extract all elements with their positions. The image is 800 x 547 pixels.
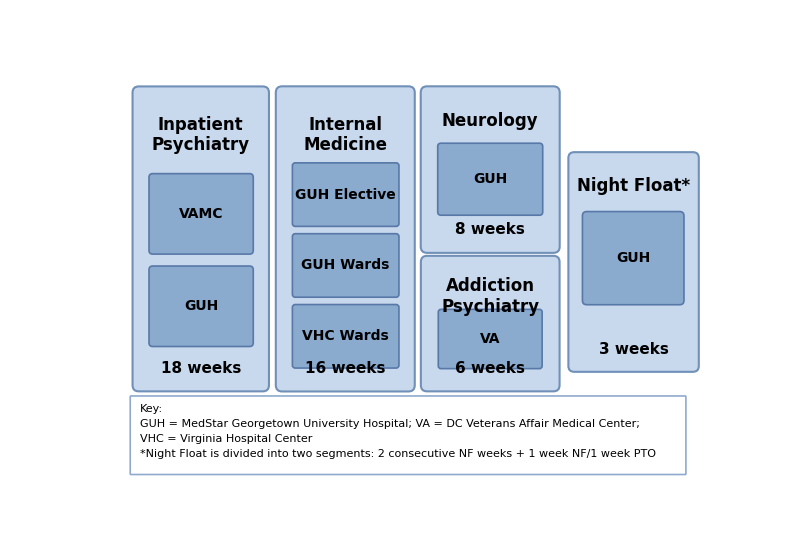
FancyBboxPatch shape: [292, 163, 399, 226]
Text: 6 weeks: 6 weeks: [455, 361, 526, 376]
Text: 18 weeks: 18 weeks: [161, 361, 241, 376]
Text: VA: VA: [480, 332, 501, 346]
FancyBboxPatch shape: [438, 143, 542, 215]
FancyBboxPatch shape: [292, 305, 399, 368]
FancyBboxPatch shape: [133, 86, 269, 391]
FancyBboxPatch shape: [130, 396, 686, 474]
Text: GUH: GUH: [184, 299, 218, 313]
FancyBboxPatch shape: [292, 234, 399, 297]
Text: VAMC: VAMC: [179, 207, 223, 221]
FancyBboxPatch shape: [276, 86, 414, 392]
FancyBboxPatch shape: [149, 266, 254, 346]
FancyBboxPatch shape: [421, 86, 560, 253]
Text: Neurology: Neurology: [442, 112, 538, 130]
Text: Internal
Medicine: Internal Medicine: [303, 115, 387, 154]
Text: 16 weeks: 16 weeks: [305, 361, 386, 376]
FancyBboxPatch shape: [582, 212, 684, 305]
Text: 8 weeks: 8 weeks: [455, 222, 525, 237]
FancyBboxPatch shape: [421, 256, 559, 391]
Text: 3 weeks: 3 weeks: [598, 342, 669, 357]
Text: VHC Wards: VHC Wards: [302, 329, 389, 344]
FancyBboxPatch shape: [438, 310, 542, 369]
Text: GUH: GUH: [473, 172, 507, 186]
Text: Night Float*: Night Float*: [577, 177, 690, 195]
Text: GUH Wards: GUH Wards: [302, 258, 390, 272]
Text: Addiction
Psychiatry: Addiction Psychiatry: [441, 277, 539, 316]
Text: GUH: GUH: [616, 251, 650, 265]
Text: Inpatient
Psychiatry: Inpatient Psychiatry: [152, 115, 250, 154]
Text: GUH Elective: GUH Elective: [295, 188, 396, 202]
Text: Key:
GUH = MedStar Georgetown University Hospital; VA = DC Veterans Affair Medic: Key: GUH = MedStar Georgetown University…: [140, 404, 656, 459]
FancyBboxPatch shape: [149, 173, 254, 254]
FancyBboxPatch shape: [568, 152, 699, 372]
